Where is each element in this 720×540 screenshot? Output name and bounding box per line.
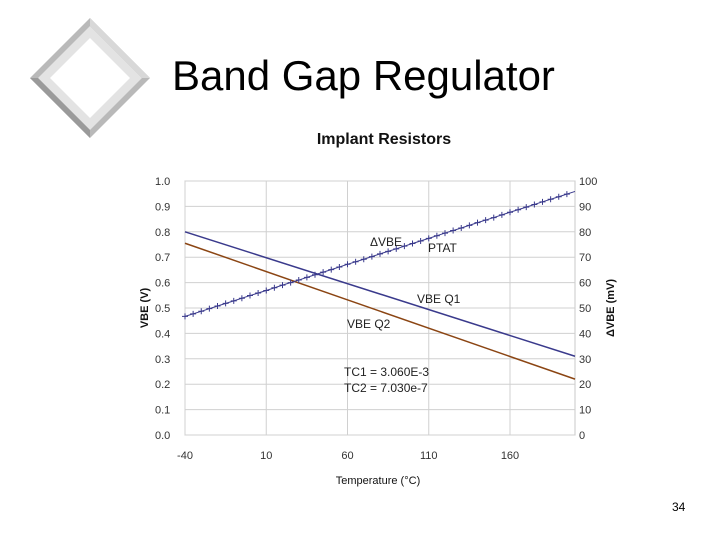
data-point-marker [450, 227, 457, 234]
y-tick-label-left: 0.5 [155, 303, 170, 315]
series-line [184, 242, 576, 380]
data-point-marker [320, 269, 327, 276]
data-point-marker [360, 256, 367, 263]
y-tick-label-left: 1.0 [155, 176, 170, 188]
y-tick-label-right: 10 [579, 405, 591, 417]
data-point-marker [247, 292, 253, 299]
data-point-marker [214, 302, 221, 309]
data-point-marker [287, 279, 294, 286]
data-point-marker [523, 204, 530, 211]
data-point-marker [401, 243, 408, 250]
data-point-marker [255, 290, 262, 297]
data-point-marker [458, 224, 465, 231]
slide-title: Band Gap Regulator [172, 52, 555, 99]
data-point-marker [385, 248, 392, 255]
data-point-marker [238, 295, 245, 302]
data-point-marker [352, 258, 359, 265]
data-point-marker [182, 313, 188, 320]
y-tick-label-left: 0.8 [155, 227, 170, 239]
x-axis-label: Temperature (°C) [336, 475, 420, 487]
data-point-marker [328, 266, 335, 273]
y-tick-label-right: 70 [579, 252, 591, 264]
data-point-marker [539, 198, 546, 205]
x-tick-label: 160 [501, 450, 519, 462]
x-tick-label: 60 [341, 450, 353, 462]
y-tick-label-right: 80 [579, 227, 591, 239]
y-tick-label-left: 0.1 [155, 405, 170, 417]
data-point-marker [547, 196, 554, 203]
data-point-marker [498, 211, 505, 218]
data-point-marker [222, 300, 229, 307]
annotation-tc1: TC1 = 3.060E-3 [344, 365, 429, 379]
y-tick-label-left: 0.7 [155, 252, 170, 264]
data-point-marker [515, 206, 522, 213]
data-point-marker [466, 222, 473, 229]
data-point-marker [482, 217, 489, 224]
data-point-marker [409, 240, 416, 247]
data-point-marker [433, 232, 440, 239]
data-point-marker [490, 214, 497, 221]
data-point-marker [368, 253, 375, 260]
data-point-marker [442, 230, 448, 237]
data-point-marker [279, 282, 286, 289]
y-tick-label-left: 0.6 [155, 278, 170, 290]
y-axis-label-left: VBE (V) [139, 287, 151, 328]
y-tick-label-right: 50 [579, 303, 591, 315]
annotation-vbe-q2: VBE Q2 [347, 317, 391, 331]
data-point-marker [295, 277, 302, 284]
y-tick-label-right: 60 [579, 278, 591, 290]
data-point-marker [563, 191, 570, 198]
y-tick-label-left: 0.0 [155, 430, 170, 442]
data-point-marker [425, 235, 432, 242]
data-point-marker [230, 297, 237, 304]
y-tick-label-right: 40 [579, 328, 591, 340]
y-tick-label-right: 100 [579, 176, 597, 188]
data-point-marker [393, 245, 400, 252]
y-tick-label-left: 0.4 [155, 328, 170, 340]
data-point-marker [263, 287, 270, 294]
data-point-marker [190, 310, 197, 317]
data-point-marker [344, 261, 351, 268]
data-point-marker [474, 219, 481, 226]
y-axis-label-right: ΔVBE (mV) [605, 279, 617, 337]
x-tick-label: 10 [260, 450, 272, 462]
x-tick-label: -40 [177, 450, 193, 462]
data-point-marker [377, 250, 383, 257]
data-point-marker [507, 209, 513, 216]
series-line [184, 231, 576, 357]
data-point-marker [531, 201, 538, 208]
data-point-marker [206, 305, 213, 312]
data-point-marker [417, 237, 424, 244]
y-tick-label-right: 20 [579, 379, 591, 391]
y-tick-label-left: 0.3 [155, 354, 170, 366]
data-point-marker [555, 193, 562, 200]
y-tick-label-right: 30 [579, 354, 591, 366]
annotation-vbe-q1: VBE Q1 [417, 292, 461, 306]
y-tick-label-right: 90 [579, 201, 591, 213]
data-point-marker [336, 263, 343, 270]
diamond-logo-icon [30, 18, 150, 138]
data-point-marker [198, 308, 205, 315]
chart-title: Implant Resistors [317, 131, 451, 148]
x-tick-label: 110 [420, 450, 438, 462]
data-point-marker [303, 274, 310, 281]
y-tick-label-left: 0.2 [155, 379, 170, 391]
annotation-tc2: TC2 = 7.030e-7 [344, 381, 428, 395]
page-number: 34 [672, 500, 686, 514]
y-tick-label-right: 0 [579, 430, 585, 442]
data-point-marker [312, 271, 318, 278]
y-tick-label-left: 0.9 [155, 201, 170, 213]
annotation-ptat: PTAT [428, 241, 458, 255]
annotation-delta-vbe: ΔVBE [370, 235, 402, 249]
data-point-marker [271, 284, 278, 291]
